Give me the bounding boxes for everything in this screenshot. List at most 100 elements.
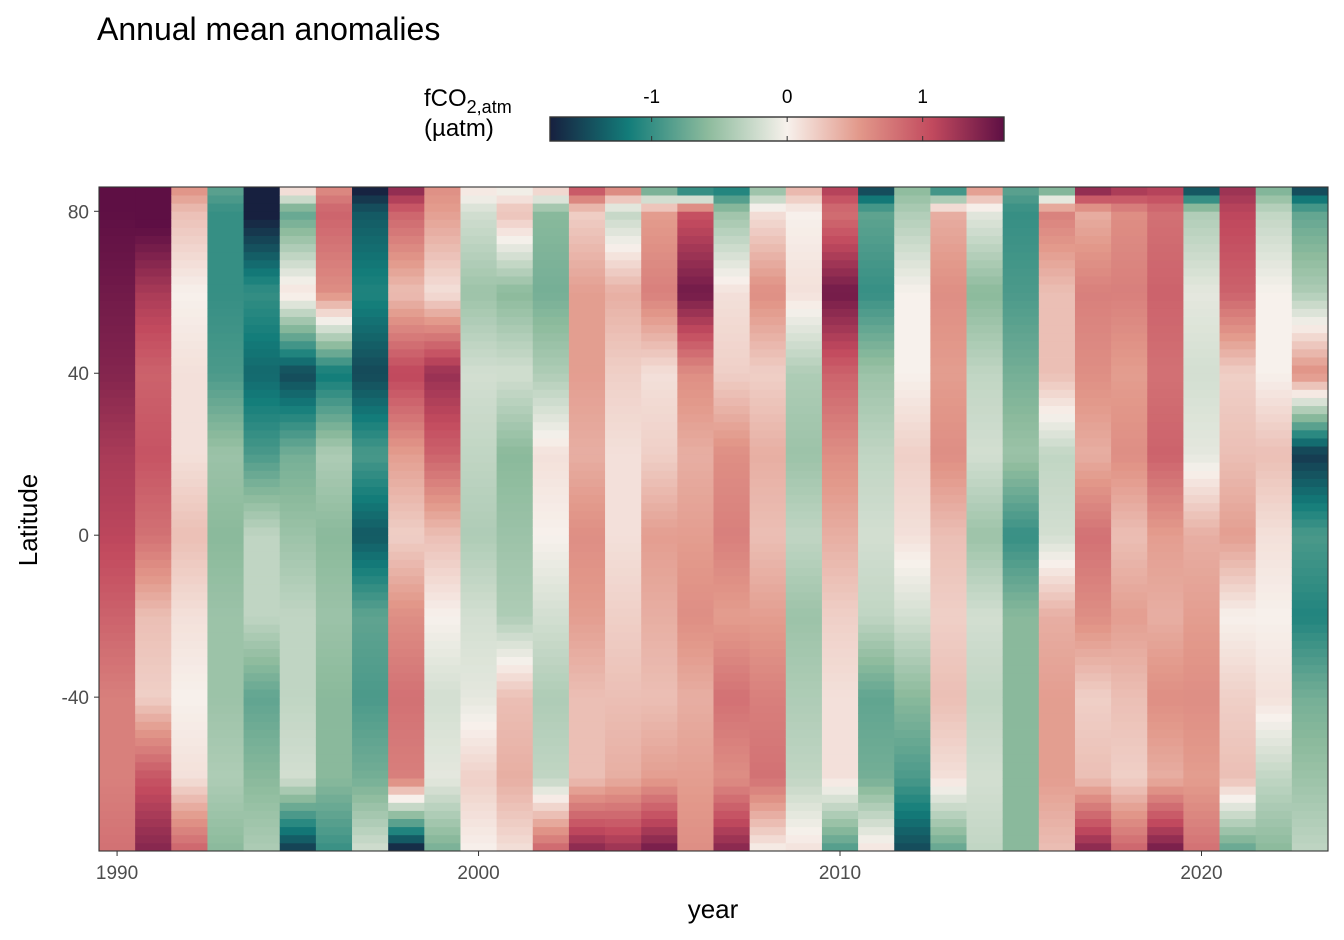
heatmap-cell [352, 770, 389, 779]
heatmap-cell [1255, 656, 1293, 666]
heatmap-cell [388, 259, 425, 269]
heatmap-cell [532, 195, 570, 204]
heatmap-cell [243, 624, 281, 633]
heatmap-cell [388, 721, 425, 730]
heatmap-cell [1147, 348, 1184, 358]
heatmap-cell [207, 365, 244, 374]
heatmap-cell [749, 680, 787, 690]
heatmap-cell [641, 778, 678, 787]
heatmap-cell [171, 689, 208, 698]
heatmap-cell [1002, 640, 1040, 649]
heatmap-cell [388, 276, 425, 285]
heatmap-cell [858, 656, 895, 666]
heatmap-cell [605, 818, 642, 828]
heatmap-cell [749, 421, 787, 431]
heatmap-cell [315, 842, 353, 852]
heatmap-cell [641, 267, 678, 277]
heatmap-cell [1074, 267, 1112, 277]
heatmap-cell [858, 575, 895, 585]
heatmap-cell [388, 624, 425, 633]
heatmap-cell [460, 826, 498, 836]
heatmap-cell [424, 705, 461, 714]
heatmap-cell [1147, 842, 1184, 852]
heatmap-cell [1038, 292, 1076, 301]
heatmap-cell [966, 753, 1004, 763]
heatmap-cell [424, 551, 461, 560]
heatmap-cell [1147, 446, 1184, 455]
heatmap-cell [1147, 454, 1184, 463]
heatmap-cell [388, 332, 425, 342]
heatmap-cell [1074, 405, 1112, 415]
heatmap-cell [1291, 470, 1329, 479]
heatmap-cell [785, 713, 823, 722]
heatmap-cell [821, 608, 859, 617]
heatmap-cell [424, 510, 461, 520]
heatmap-cell [243, 308, 281, 317]
heatmap-cell [243, 510, 281, 520]
heatmap-cell [821, 842, 859, 852]
heatmap-cell [894, 397, 931, 407]
heatmap-cell [858, 567, 895, 577]
heatmap-cell [605, 705, 642, 714]
heatmap-cell [821, 705, 859, 714]
heatmap-cell [930, 187, 967, 196]
heatmap-cell [243, 672, 281, 682]
heatmap-cell [207, 551, 244, 560]
heatmap-cell [821, 599, 859, 609]
heatmap-cell [568, 705, 606, 714]
heatmap-cell [1002, 842, 1040, 852]
heatmap-cell [352, 535, 389, 544]
heatmap-cell [1074, 227, 1112, 236]
heatmap-cell [315, 510, 353, 520]
heatmap-cell [605, 478, 642, 488]
heatmap-cell [135, 300, 172, 309]
heatmap-cell [99, 802, 136, 811]
heatmap-cell [1002, 454, 1040, 463]
heatmap-cell [279, 713, 317, 722]
heatmap-cell [388, 219, 425, 228]
heatmap-cell [99, 527, 136, 536]
heatmap-cell [641, 373, 678, 382]
heatmap-cell [677, 357, 714, 366]
heatmap-cell [713, 308, 751, 317]
heatmap-cell [1002, 648, 1040, 658]
heatmap-cell [460, 818, 498, 828]
heatmap-cell [1074, 842, 1112, 852]
heatmap-cell [1147, 227, 1184, 236]
heatmap-cell [605, 389, 642, 398]
heatmap-cell [171, 656, 208, 666]
heatmap-cell [1147, 802, 1184, 811]
heatmap-cell [1255, 527, 1293, 536]
heatmap-cell [279, 802, 317, 811]
heatmap-cell [424, 672, 461, 682]
heatmap-cell [1219, 187, 1257, 196]
heatmap-cell [1038, 770, 1076, 779]
heatmap-cell [1255, 300, 1293, 309]
heatmap-cell [279, 405, 317, 415]
heatmap-cell [605, 624, 642, 633]
heatmap-cell [496, 316, 534, 326]
heatmap-cell [894, 259, 931, 269]
heatmap-cell [1219, 446, 1257, 455]
heatmap-cell [749, 705, 787, 714]
heatmap-cell [1038, 794, 1076, 803]
heatmap-cell [966, 486, 1004, 496]
heatmap-cell [641, 429, 678, 439]
heatmap-cell [966, 300, 1004, 309]
heatmap-cell [279, 502, 317, 512]
heatmap-cell [605, 251, 642, 261]
heatmap-cell [1219, 559, 1257, 568]
heatmap-cell [135, 778, 172, 787]
heatmap-cell [1183, 332, 1220, 342]
heatmap-cell [315, 195, 353, 204]
heatmap-cell [496, 211, 534, 220]
heatmap-cell [207, 648, 244, 658]
heatmap-cell [785, 608, 823, 617]
heatmap-cell [1255, 713, 1293, 722]
heatmap-cell [279, 340, 317, 350]
heatmap-cell [388, 292, 425, 301]
heatmap-cell [858, 332, 895, 342]
heatmap-cell [496, 470, 534, 479]
heatmap-cell [1219, 745, 1257, 755]
